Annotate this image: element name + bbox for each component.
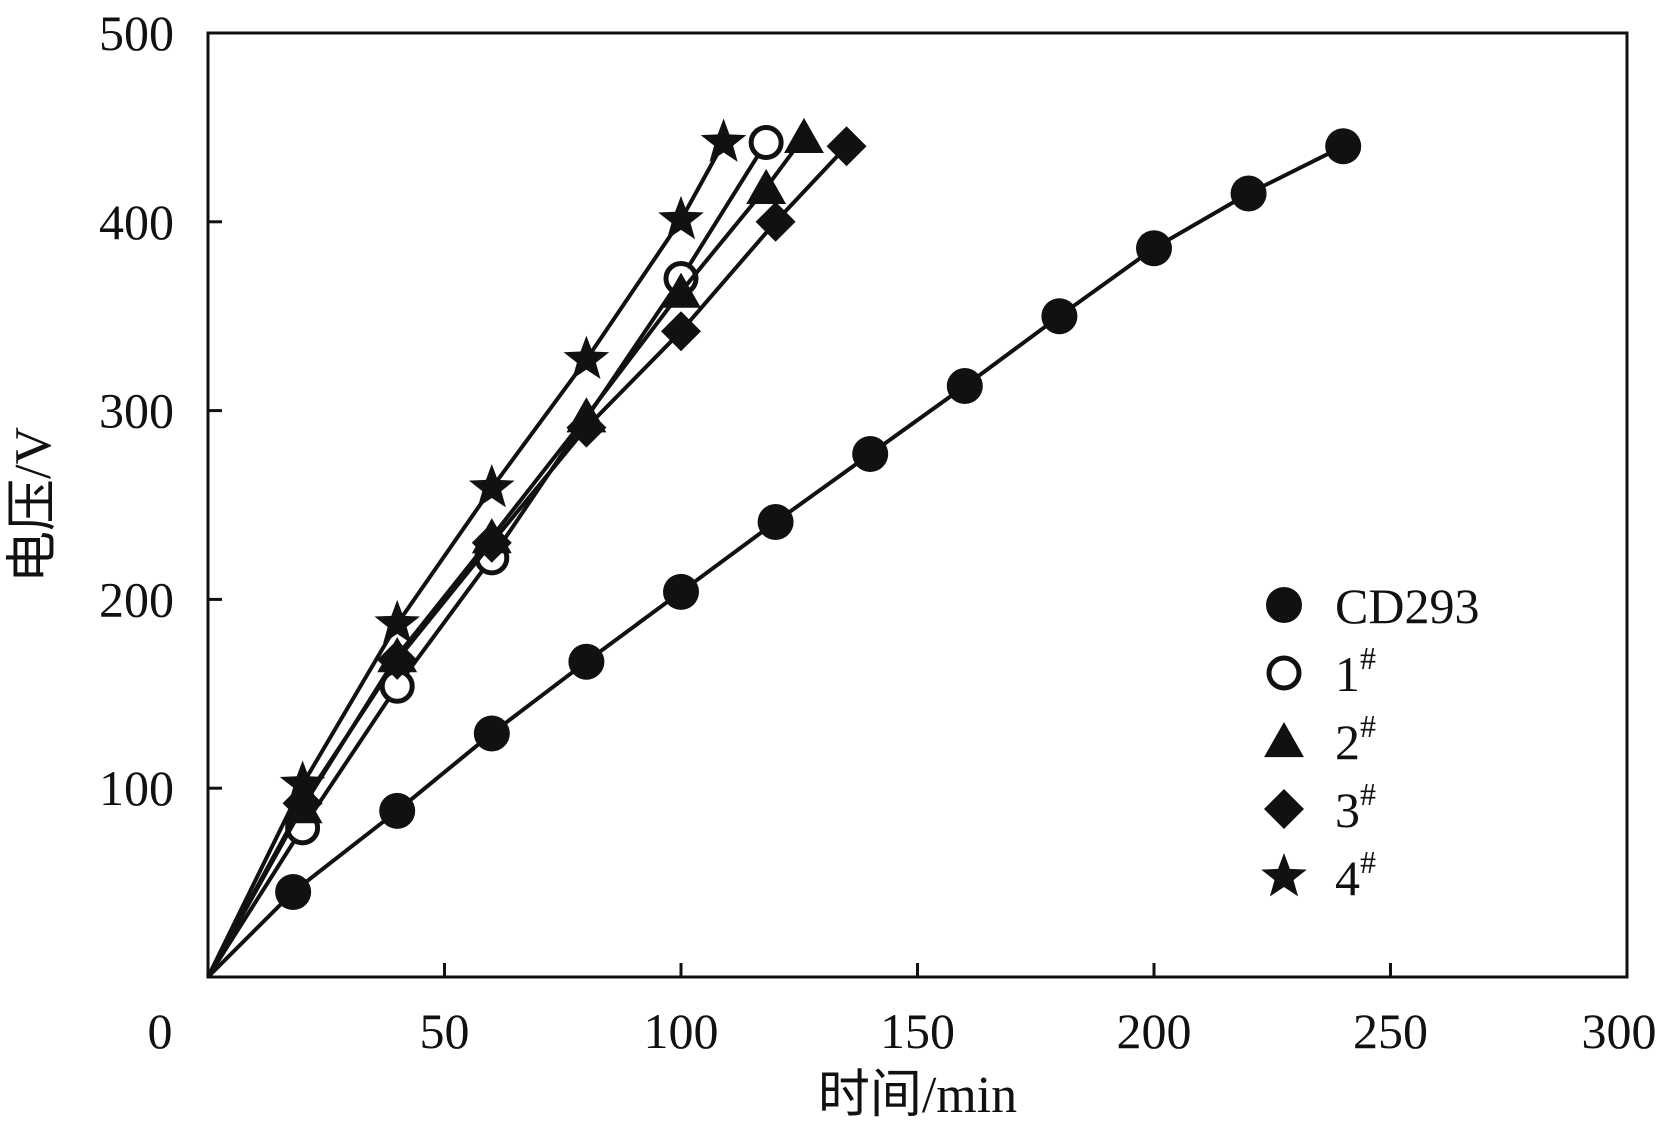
y-tick-label: 100 bbox=[99, 760, 174, 816]
data-point-diamond bbox=[377, 639, 418, 680]
y-axis-title: 电压/V bbox=[5, 427, 62, 583]
data-point-filled-circle bbox=[1325, 128, 1362, 165]
data-point-filled-circle bbox=[663, 573, 699, 610]
data-point-filled-circle bbox=[275, 874, 312, 911]
legend-item-4: 4# bbox=[1261, 844, 1376, 906]
data-point-star bbox=[469, 464, 515, 508]
x-tick-label: 50 bbox=[420, 1003, 470, 1059]
series-4 bbox=[206, 118, 747, 978]
data-point-star bbox=[563, 335, 610, 379]
data-point-star bbox=[1261, 853, 1307, 897]
data-point-triangle bbox=[661, 272, 701, 308]
x-tick-label: 300 bbox=[1582, 1003, 1657, 1059]
x-tick-label: 250 bbox=[1353, 1003, 1428, 1059]
data-point-filled-circle bbox=[852, 436, 889, 473]
data-point-filled-circle bbox=[379, 792, 416, 829]
legend-superscript: # bbox=[1360, 640, 1376, 676]
data-point-open-circle bbox=[748, 125, 784, 161]
x-axis-title: 时间/min bbox=[818, 1067, 1017, 1124]
y-tick-label: 200 bbox=[99, 571, 174, 627]
y-tick-label: 400 bbox=[99, 194, 174, 250]
series-line bbox=[206, 141, 768, 979]
data-point-triangle bbox=[1264, 722, 1304, 758]
x-tick-label: 100 bbox=[644, 1003, 719, 1059]
axis-ticks-layer: 0 50 100 150 200 250 300 100 200 300 400 500 bbox=[99, 5, 1657, 1059]
data-point-diamond bbox=[661, 311, 701, 352]
legend-label: 4# bbox=[1335, 844, 1376, 906]
data-point-diamond bbox=[471, 522, 512, 563]
y-tick-label: 500 bbox=[99, 5, 174, 61]
legend-label: 3# bbox=[1335, 776, 1376, 838]
series-2 bbox=[206, 117, 824, 978]
data-point-filled-circle bbox=[946, 368, 983, 405]
legend-label: CD293 bbox=[1335, 578, 1479, 634]
data-point-star bbox=[279, 760, 326, 804]
data-point-triangle bbox=[746, 168, 787, 204]
data-point-filled-circle bbox=[1136, 230, 1172, 267]
legend-label: 1# bbox=[1335, 640, 1376, 702]
x-tick-label: 150 bbox=[880, 1003, 955, 1059]
series-3 bbox=[206, 126, 867, 978]
data-point-filled-circle bbox=[757, 503, 794, 540]
legend-item-3: 3# bbox=[1264, 776, 1376, 838]
data-point-star bbox=[700, 118, 747, 162]
legend-superscript: # bbox=[1360, 776, 1376, 812]
y-tick-label: 300 bbox=[99, 383, 174, 439]
data-point-diamond bbox=[826, 126, 867, 167]
data-point-triangle bbox=[784, 117, 824, 153]
data-point-diamond bbox=[755, 201, 796, 242]
series-line bbox=[206, 144, 849, 978]
data-point-filled-circle bbox=[1041, 298, 1078, 335]
data-point-filled-circle bbox=[473, 715, 510, 752]
series-cd293 bbox=[206, 128, 1362, 979]
data-point-open-circle bbox=[1266, 655, 1302, 691]
x-tick-label: 200 bbox=[1117, 1003, 1192, 1059]
legend-item-1: 1# bbox=[1266, 640, 1376, 702]
data-point-filled-circle bbox=[1230, 175, 1267, 212]
legend-label: 2# bbox=[1335, 708, 1376, 770]
plot-frame bbox=[206, 31, 1629, 979]
legend: CD293 1#2#3#4# bbox=[1261, 578, 1479, 906]
x-tick-label: 0 bbox=[148, 1003, 173, 1059]
legend-item-2: 2# bbox=[1264, 708, 1376, 770]
legend-superscript: # bbox=[1360, 708, 1376, 744]
series-line bbox=[206, 144, 1345, 979]
plot-series-layer bbox=[206, 117, 1362, 979]
data-point-diamond bbox=[1264, 789, 1304, 829]
legend-superscript: # bbox=[1360, 844, 1376, 880]
data-point-filled-circle bbox=[1266, 587, 1302, 623]
data-point-filled-circle bbox=[568, 643, 605, 680]
legend-item-cd293: CD293 bbox=[1266, 578, 1479, 634]
data-point-diamond bbox=[566, 407, 607, 448]
data-point-star bbox=[658, 195, 704, 240]
data-point-star bbox=[374, 599, 420, 644]
